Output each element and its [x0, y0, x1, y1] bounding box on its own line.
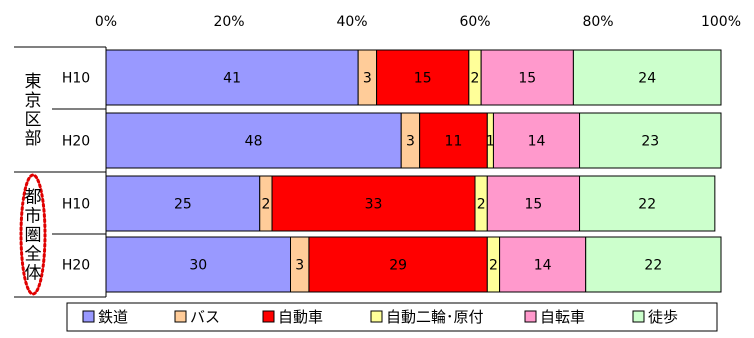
- legend-item: バス: [174, 308, 220, 326]
- data-label: 41: [223, 71, 241, 87]
- data-label: 11: [445, 134, 463, 150]
- data-label: 15: [525, 197, 543, 213]
- bar-segment: [376, 49, 470, 106]
- group-label: 都市圏全体: [25, 188, 42, 284]
- bar-segment: [585, 236, 722, 293]
- x-tick-label: 80%: [582, 14, 613, 30]
- row-label: H20: [62, 258, 90, 274]
- data-label: 24: [638, 71, 656, 87]
- legend-item: 自動車: [262, 308, 323, 326]
- legend-item: 自動二輪･原付: [370, 308, 484, 326]
- data-label: 29: [389, 258, 407, 274]
- data-label: 48: [245, 134, 263, 150]
- data-label: 3: [406, 134, 415, 150]
- data-label: 14: [534, 258, 552, 274]
- legend-item: 自転車: [524, 308, 585, 326]
- row-label: H10: [62, 197, 90, 213]
- x-tick-label: 20%: [213, 14, 244, 30]
- data-label: 2: [489, 258, 498, 274]
- bar-segment: [105, 112, 402, 169]
- legend-item: 徒歩: [632, 308, 678, 326]
- legend-item: 鉄道: [82, 308, 128, 326]
- x-tick-label: 40%: [336, 14, 367, 30]
- legend-swatch: [82, 310, 95, 323]
- bar-segment: [271, 175, 476, 232]
- legend-swatch: [632, 310, 645, 323]
- row-label: H10: [62, 71, 90, 87]
- bar-segment: [492, 112, 581, 169]
- legend-label: 徒歩: [648, 308, 678, 326]
- legend-swatch: [524, 310, 537, 323]
- highlight-ellipse: [19, 173, 47, 296]
- data-label: 15: [414, 71, 432, 87]
- bar-segment: [419, 112, 488, 169]
- data-label: 3: [363, 71, 372, 87]
- bar-segment: [308, 236, 488, 293]
- bar-segment: [480, 49, 574, 106]
- data-label: 14: [528, 134, 546, 150]
- bar-segment: [579, 175, 716, 232]
- legend-label: 自転車: [540, 308, 585, 326]
- legend-swatch: [370, 310, 383, 323]
- legend-label: 自動車: [278, 308, 323, 326]
- legend-label: 鉄道: [98, 308, 128, 326]
- data-label: 23: [641, 134, 659, 150]
- bar-segment: [486, 175, 581, 232]
- data-label: 22: [644, 258, 662, 274]
- legend-label: バス: [190, 308, 220, 326]
- bar-segment: [499, 236, 587, 293]
- bar-segment: [105, 49, 359, 106]
- x-axis-ticks: 0% 20% 40% 60% 80% 100%: [95, 14, 741, 30]
- data-label: 3: [295, 258, 304, 274]
- legend: 鉄道 バス 自動車 自動二輪･原付 自転車 徒歩: [66, 302, 718, 332]
- data-label: 2: [471, 71, 480, 87]
- data-label: 22: [638, 197, 656, 213]
- legend-label: 自動二輪･原付: [386, 308, 484, 326]
- data-label: 15: [518, 71, 536, 87]
- data-label: 2: [261, 197, 270, 213]
- legend-swatch: [174, 310, 187, 323]
- x-tick-label: 100%: [701, 14, 741, 30]
- data-label: 25: [174, 197, 192, 213]
- row-label: H20: [62, 134, 90, 150]
- bar-segment: [105, 236, 291, 293]
- x-tick-label: 0%: [95, 14, 117, 30]
- legend-swatch: [262, 310, 275, 323]
- bar-segment: [105, 175, 261, 232]
- group-label: 東京区部: [25, 72, 42, 149]
- x-tick-label: 60%: [459, 14, 490, 30]
- bar-segment: [572, 49, 722, 106]
- data-label: 30: [189, 258, 207, 274]
- bar-segment: [579, 112, 722, 169]
- data-label: 1: [486, 134, 495, 150]
- data-label: 2: [477, 197, 486, 213]
- data-label: 33: [365, 197, 383, 213]
